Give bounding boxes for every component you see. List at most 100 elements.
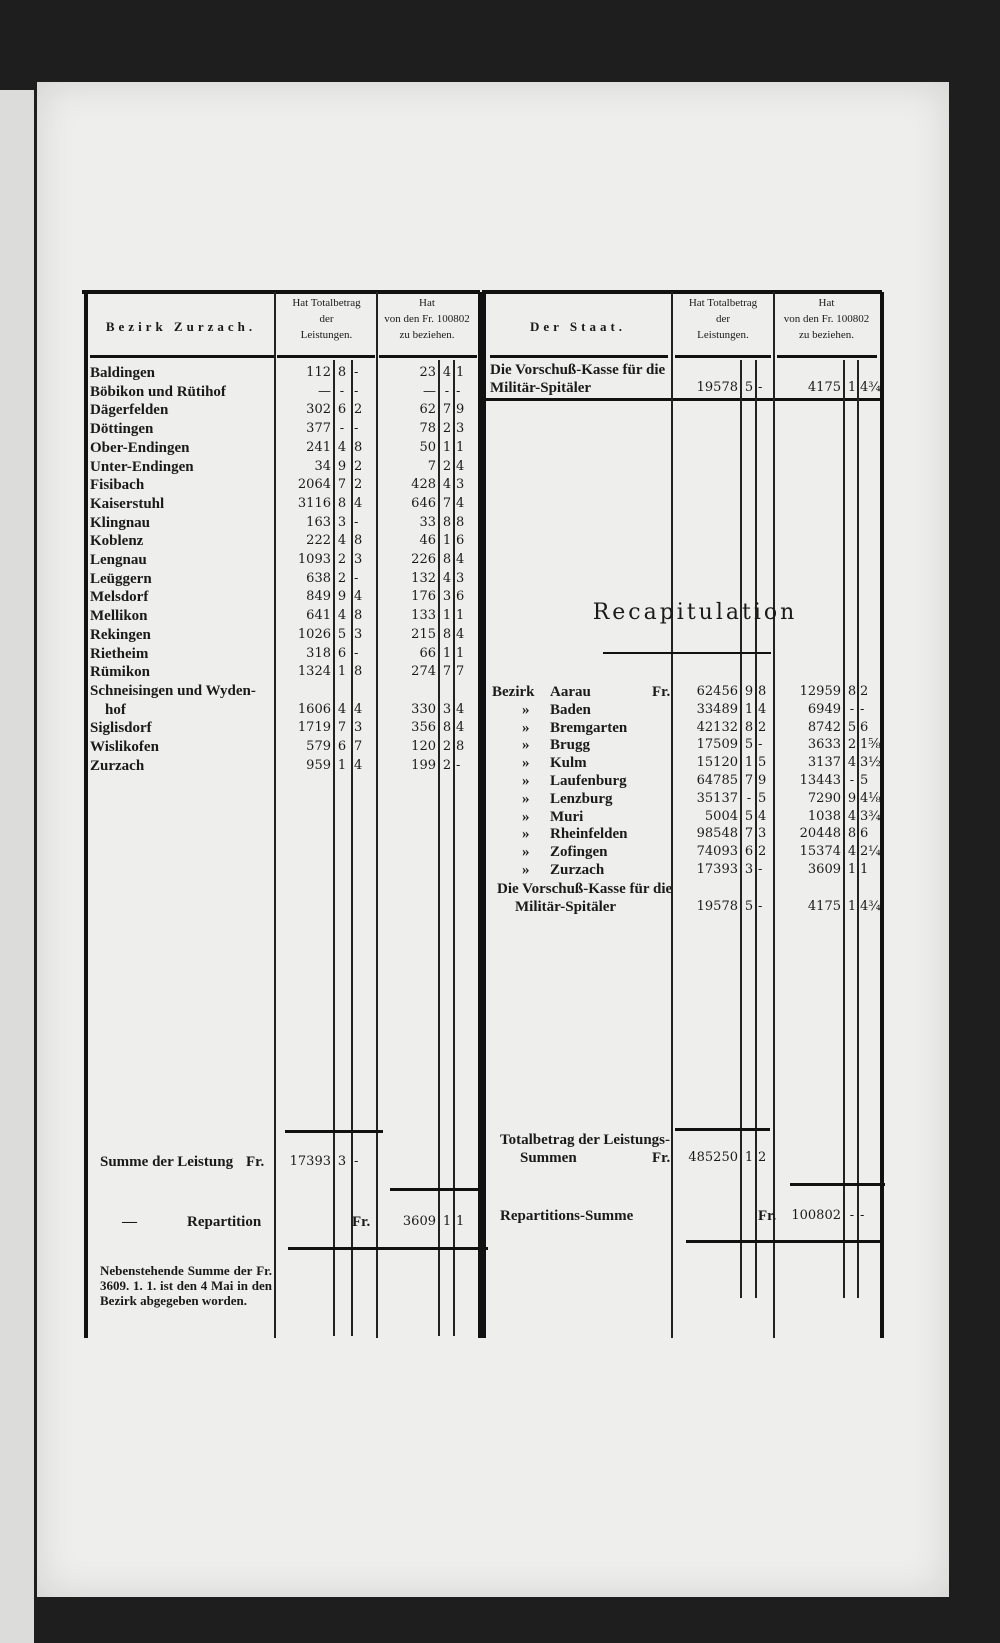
- rule-line: [790, 1183, 885, 1186]
- total-d2: 4: [354, 757, 363, 773]
- sum-total-int: 17393: [289, 1154, 331, 1169]
- district-name: Zurzach: [90, 757, 145, 774]
- share-int: 78: [419, 421, 436, 437]
- total-int: 1719: [297, 720, 331, 736]
- share-d1: 2: [442, 739, 452, 754]
- right_table-district-header: Der Staat.: [529, 319, 627, 334]
- share-d1: 7: [442, 402, 452, 418]
- total-int: 302: [306, 402, 331, 418]
- recap-share-d1: 1: [847, 862, 857, 877]
- recap-total-d1: 3: [744, 862, 754, 877]
- total-sum-label: Totalbetrag der Leistungs-: [500, 1132, 671, 1148]
- rule-line: [285, 1130, 383, 1133]
- share-d1: 8: [442, 720, 452, 736]
- share-d2: 1: [456, 645, 465, 661]
- share-int: —: [423, 383, 436, 399]
- sum-total-d2: -: [354, 1154, 359, 1169]
- district-name: Rümikon: [90, 664, 151, 681]
- column-line: [857, 360, 859, 1298]
- share-d1: 8: [442, 514, 452, 530]
- column-line: [478, 292, 482, 1338]
- share-d1: 7: [442, 664, 452, 680]
- recap-total-d1: 5: [744, 808, 754, 824]
- total-d2: 4: [354, 495, 363, 511]
- district-name: Melsdorf: [90, 589, 149, 606]
- recap-total-d1: 7: [744, 826, 754, 842]
- total-int: 641: [306, 608, 331, 624]
- recap-total-int: 33489: [696, 701, 738, 717]
- recap-district: Zofingen: [550, 844, 608, 861]
- recap-share-d1: 5: [847, 719, 857, 735]
- recap-prefix: »: [522, 790, 530, 807]
- total-d2: 2: [354, 402, 363, 418]
- column-line: [880, 292, 884, 1338]
- column-line: [333, 360, 335, 1336]
- state-total-int: 19578: [696, 380, 738, 395]
- column-line: [438, 360, 440, 1336]
- right_table-total-header: Hat Totalbetrag: [688, 297, 758, 309]
- total-d1: 2: [337, 552, 347, 567]
- recap-share-d1: 8: [847, 684, 857, 699]
- total-int: 377: [306, 421, 331, 437]
- total-d2: 8: [354, 608, 363, 624]
- repartition-currency: Fr.: [352, 1214, 371, 1230]
- recap-total-d1: -: [746, 790, 752, 806]
- recap-prefix: »: [522, 862, 530, 878]
- state-name: Die Vorschuß-Kasse für die: [490, 362, 666, 378]
- column-line: [755, 360, 757, 1298]
- total-int: 222: [306, 533, 331, 549]
- total-d2: 4: [354, 589, 363, 605]
- recap-state-total-int: 19578: [696, 899, 738, 914]
- recap-total-d2: 4: [758, 701, 767, 717]
- rule-line: [90, 355, 275, 358]
- total-d2: 3: [354, 720, 363, 736]
- share-d1: 2: [442, 757, 452, 773]
- footnote: Nebenstehende Summe der Fr. 3609. 1. 1. …: [100, 1263, 272, 1308]
- left_table-total-header: Leistungen.: [300, 329, 353, 341]
- recap-total-d2: -: [758, 862, 763, 877]
- recap-district: Muri: [550, 808, 584, 825]
- share-int: 215: [411, 626, 436, 642]
- share-d1: 3: [442, 701, 452, 717]
- recap-district: Rheinfelden: [550, 826, 628, 843]
- recap-state-total-d2: -: [758, 899, 763, 914]
- total-int: 34: [314, 458, 331, 474]
- state-total-d2: -: [758, 380, 763, 395]
- column-line: [482, 292, 486, 1338]
- recap-prefix: »: [522, 719, 530, 736]
- total-d1: 2: [337, 570, 347, 586]
- left_table-share-header: von den Fr. 100802: [384, 313, 470, 325]
- total-int: 638: [306, 570, 331, 586]
- state-name: Militär-Spitäler: [490, 380, 592, 396]
- recap-share-d2: 3¾: [860, 808, 881, 824]
- repartition-sum-currency: Fr.: [758, 1208, 777, 1224]
- district-name: Leüggern: [90, 570, 152, 587]
- recap-total-d1: 5: [744, 737, 754, 753]
- share-d2: 4: [456, 552, 465, 567]
- total-d2: -: [354, 514, 359, 530]
- recap-total-d2: -: [758, 737, 763, 753]
- total-d1: 6: [337, 645, 347, 661]
- district-name: Rietheim: [90, 645, 149, 662]
- share-d2: 9: [456, 402, 465, 418]
- recap-share-d1: -: [849, 773, 855, 788]
- sum-label: Summe der Leistung: [100, 1154, 234, 1170]
- recap-share-d1: 4: [847, 808, 857, 824]
- share-int: 330: [411, 701, 436, 717]
- recap-total-d2: 9: [758, 773, 767, 788]
- recap-state-total-d1: 5: [744, 899, 754, 914]
- share-d2: 1: [456, 365, 465, 380]
- share-int: 356: [411, 720, 436, 736]
- repartition-sum-d2: -: [860, 1208, 865, 1223]
- column-line: [274, 292, 276, 1338]
- share-d2: -: [456, 383, 461, 399]
- left_table-total-header: der: [319, 313, 334, 325]
- recap-total-d2: 8: [758, 684, 767, 699]
- total-d1: 3: [337, 514, 347, 530]
- total-int: 579: [306, 739, 331, 754]
- recap-share-d2: 1⅝: [860, 737, 881, 753]
- share-int: 120: [411, 739, 436, 754]
- repartition-share-d2: 1: [456, 1214, 465, 1229]
- left_table-district-header: Bezirk Zurzach.: [105, 319, 257, 334]
- share-int: 646: [411, 495, 436, 511]
